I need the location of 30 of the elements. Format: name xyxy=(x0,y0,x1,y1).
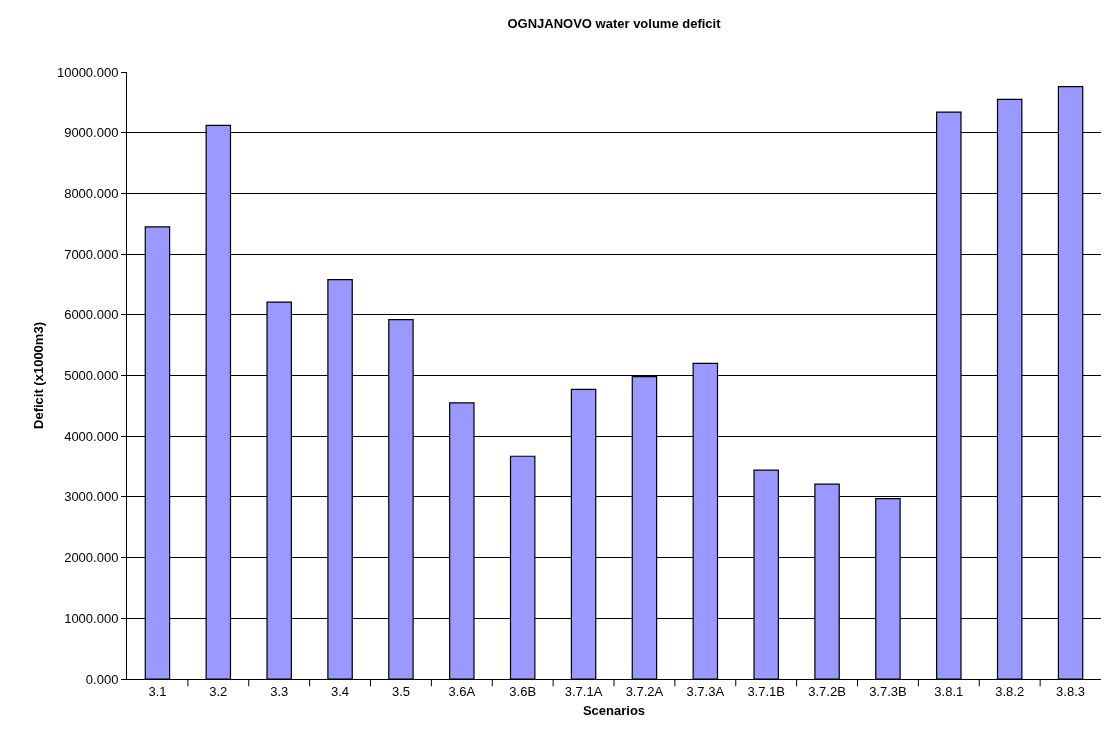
y-tick-label: 7000.000 xyxy=(64,246,119,262)
y-tick-label: 5000.000 xyxy=(64,368,119,384)
x-tick-label: 3.7.3A xyxy=(686,683,725,699)
chart-title: OGNJANOVO water volume deficit xyxy=(507,15,722,31)
y-axis-title: Deficit (x1000m3) xyxy=(30,322,46,429)
x-tick-label: 3.7.1A xyxy=(564,683,603,699)
x-tick-label: 3.7.1B xyxy=(747,683,785,699)
x-tick-label: 3.3 xyxy=(270,683,289,699)
y-tick-label: 9000.000 xyxy=(64,125,119,141)
x-tick-label: 3.8.1 xyxy=(934,683,964,699)
x-tick-label: 3.8.3 xyxy=(1056,683,1086,699)
x-tick-label: 3.7.2B xyxy=(808,683,846,699)
y-tick-label: 8000.000 xyxy=(64,185,119,201)
y-tick-label: 1000.000 xyxy=(64,610,119,626)
x-tick-label: 3.7.2A xyxy=(625,683,664,699)
x-tick-label: 3.4 xyxy=(331,683,350,699)
x-tick-label: 3.7.3B xyxy=(869,683,907,699)
y-tick-label: 6000.000 xyxy=(64,307,119,323)
x-tick-label: 3.6A xyxy=(448,683,476,699)
x-tick-label: 3.8.2 xyxy=(995,683,1025,699)
y-tick-label: 2000.000 xyxy=(64,550,119,566)
x-tick-label: 3.2 xyxy=(209,683,228,699)
y-tick-label: 0.000 xyxy=(85,671,119,687)
x-tick-label: 3.6B xyxy=(509,683,537,699)
x-tick-label: 3.5 xyxy=(391,683,410,699)
y-tick-label: 10000.000 xyxy=(56,64,119,80)
x-tick-label: 3.1 xyxy=(148,683,167,699)
y-tick-label: 3000.000 xyxy=(64,489,119,505)
y-tick-label: 4000.000 xyxy=(64,428,119,444)
x-axis-title: Scenarios xyxy=(582,703,646,719)
